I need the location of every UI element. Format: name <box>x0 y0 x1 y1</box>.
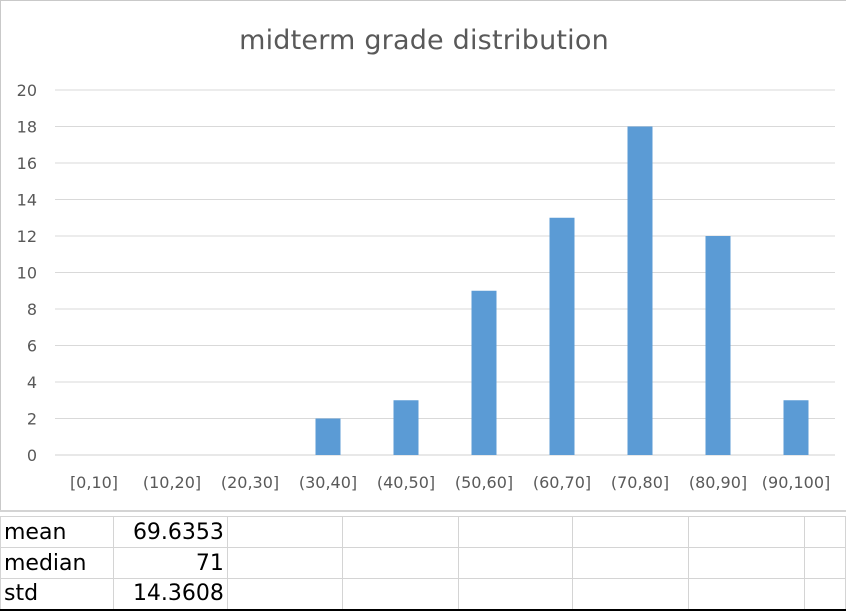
empty-cell[interactable] <box>457 516 574 548</box>
bar <box>315 418 341 455</box>
empty-cell[interactable] <box>803 547 846 579</box>
x-tick-label: (30,40] <box>299 473 357 492</box>
stat-label-cell[interactable]: median <box>0 547 114 579</box>
stats-row-median: median 71 <box>0 547 846 579</box>
y-tick-label: 16 <box>17 154 37 173</box>
bar <box>783 400 809 455</box>
empty-cell[interactable] <box>688 516 805 548</box>
empty-cell[interactable] <box>803 516 846 548</box>
x-tick-label: (10,20] <box>143 473 201 492</box>
y-tick-label: 2 <box>27 410 37 429</box>
empty-cell[interactable] <box>688 547 805 579</box>
chart-title: midterm grade distribution <box>239 25 609 56</box>
spreadsheet-grid: mean 69.6353 median 71 std 14.3608 <box>0 510 846 612</box>
empty-cell[interactable] <box>341 578 459 611</box>
stat-label-cell[interactable]: std <box>0 578 114 611</box>
y-tick-label: 14 <box>17 191 37 210</box>
y-tick-label: 10 <box>17 264 37 283</box>
empty-cell[interactable] <box>226 578 343 611</box>
x-tick-label: (50,60] <box>455 473 513 492</box>
stats-row-mean: mean 69.6353 <box>0 516 846 548</box>
empty-cell[interactable] <box>341 547 459 579</box>
y-tick-label: 0 <box>27 446 37 465</box>
bar <box>705 236 731 455</box>
stats-table: mean 69.6353 median 71 std 14.3608 <box>0 516 846 611</box>
x-tick-label: (20,30] <box>221 473 279 492</box>
stat-value-cell[interactable]: 71 <box>112 547 228 579</box>
x-tick-label: (90,100] <box>762 473 830 492</box>
bar <box>393 400 419 455</box>
empty-cell[interactable] <box>803 578 846 611</box>
bar <box>627 126 653 455</box>
empty-cell[interactable] <box>341 516 459 548</box>
empty-cell[interactable] <box>457 547 574 579</box>
empty-cell[interactable] <box>572 578 690 611</box>
y-tick-label: 8 <box>27 300 37 319</box>
x-tick-label: (80,90] <box>689 473 747 492</box>
y-tick-label: 12 <box>17 227 37 246</box>
y-tick-label: 18 <box>17 118 37 137</box>
bar <box>471 290 497 455</box>
chart-area[interactable]: midterm grade distribution 0 2 4 6 8 10 12 14 16… <box>0 0 846 510</box>
x-tick-label: (60,70] <box>533 473 591 492</box>
empty-cell[interactable] <box>226 516 343 548</box>
empty-cell[interactable] <box>572 547 690 579</box>
x-tick-label: [0,10] <box>70 473 118 492</box>
bar <box>549 217 575 455</box>
stats-row-std: std 14.3608 <box>0 578 846 611</box>
empty-cell[interactable] <box>457 578 574 611</box>
x-tick-label: (70,80] <box>611 473 669 492</box>
empty-cell[interactable] <box>572 516 690 548</box>
stat-label-cell[interactable]: mean <box>0 516 114 548</box>
stat-value-cell[interactable]: 14.3608 <box>112 578 228 611</box>
chart-plot: 0 2 4 6 8 10 12 14 16 18 20 [0,10] (10,20] (20,30] (30… <box>17 81 835 492</box>
x-tick-label: (40,50] <box>377 473 435 492</box>
y-tick-label: 6 <box>27 337 37 356</box>
y-tick-label: 4 <box>27 373 37 392</box>
stat-value-cell[interactable]: 69.6353 <box>112 516 228 548</box>
y-tick-label: 20 <box>17 81 37 100</box>
empty-cell[interactable] <box>226 547 343 579</box>
empty-cell[interactable] <box>688 578 805 611</box>
